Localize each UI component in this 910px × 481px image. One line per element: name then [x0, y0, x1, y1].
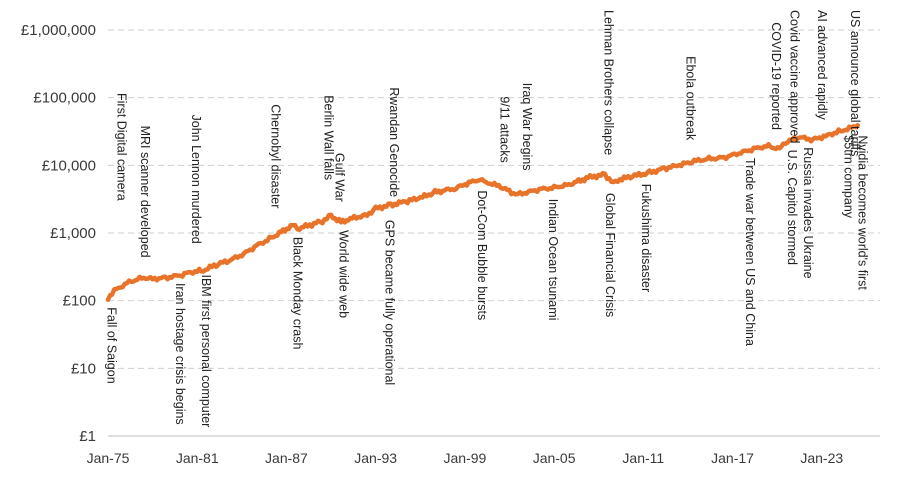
annotation-label: Dot-Com Bubble bursts — [475, 190, 489, 320]
annotation-label: Gulf War — [333, 153, 347, 202]
y-tick-label: £1,000,000 — [21, 22, 96, 39]
x-tick-label: Jan-23 — [800, 450, 843, 466]
annotation: John Lennon murdered — [189, 114, 203, 243]
annotation: MRI scanner developed — [138, 126, 152, 258]
annotation: Covid vaccine approved — [787, 10, 801, 143]
gridlines — [108, 29, 880, 437]
x-tick-label: Jan-81 — [176, 450, 219, 466]
x-tick-label: Jan-93 — [354, 450, 397, 466]
y-tick-label: £10 — [71, 360, 96, 377]
annotation-label: Russia invades Ukraine — [801, 147, 815, 278]
annotation-label: Covid vaccine approved — [787, 10, 801, 143]
annotation: GPS became fully operational — [382, 220, 396, 385]
annotation: Lehman Brothers collapse — [602, 10, 616, 155]
annotation-label: COVID-19 reported — [769, 22, 783, 130]
series-line — [105, 123, 860, 302]
annotation: Trade war between US and China — [743, 158, 757, 346]
x-tick-label: Jan-99 — [443, 450, 486, 466]
annotation-label: IBM first personal computer — [199, 274, 213, 427]
annotation: Berlin Wall falls — [322, 95, 336, 180]
annotation-label: Trade war between US and China — [743, 158, 757, 346]
x-tick-label: Jan-87 — [265, 450, 308, 466]
annotation-label: US announce global tariffs — [848, 10, 862, 156]
x-tick-label: Jan-17 — [711, 450, 754, 466]
annotation-label: First Digital camera — [115, 93, 129, 201]
y-tick-label: £100,000 — [33, 90, 96, 107]
annotation-label: 9/11 attacks — [498, 96, 512, 162]
annotation: US announce global tariffs — [848, 10, 862, 156]
y-tick-label: £10,000 — [42, 157, 96, 174]
annotation: Fukushima disaster — [639, 184, 653, 292]
annotation-label: John Lennon murdered — [189, 114, 203, 243]
annotation: Gulf War — [333, 153, 347, 202]
annotation-label: Rwandan Genocide — [387, 87, 401, 197]
annotation: Russia invades Ukraine — [801, 147, 815, 278]
annotation: Chernobyl disaster — [268, 104, 282, 208]
annotation-label: Iraq War begins — [520, 83, 534, 171]
annotation-label: Berlin Wall falls — [322, 95, 336, 180]
annotation-label: Indian Ocean tsunami — [546, 199, 560, 321]
annotation: Dot-Com Bubble bursts — [475, 190, 489, 320]
annotation: IBM first personal computer — [199, 274, 213, 427]
annotation: Iran hostage crisis begins — [173, 283, 187, 425]
annotation-label: World wide web — [336, 230, 350, 318]
annotation-label: GPS became fully operational — [382, 220, 396, 385]
annotation-label: Nvidia becomes world's first$5trn compan… — [842, 135, 870, 290]
event-annotations: Fall of Saigon First Digital camera MRI sc… — [105, 10, 870, 427]
annotation: AI advanced rapidly — [815, 10, 829, 121]
annotation-label: Chernobyl disaster — [268, 104, 282, 208]
y-axis-ticks: £1 £10 £100 £1,000 £10,000 £100,000 £1,000,000 — [21, 22, 96, 445]
annotation-label: AI advanced rapidly — [815, 10, 829, 121]
annotation-label: Fukushima disaster — [639, 184, 653, 292]
annotation-label: Iran hostage crisis begins — [173, 283, 187, 425]
annotation: U.S. Capitol stormed — [785, 150, 799, 265]
annotation-label: Global Financial Crisis — [603, 193, 617, 317]
annotation: World wide web — [336, 230, 350, 318]
x-tick-label: Jan-05 — [533, 450, 576, 466]
y-tick-label: £100 — [63, 293, 96, 310]
annotation: First Digital camera — [115, 93, 129, 201]
annotation: Fall of Saigon — [105, 307, 119, 383]
annotation: Global Financial Crisis — [603, 193, 617, 317]
x-axis-ticks: Jan-75 Jan-81 Jan-87 Jan-93 Jan-99 Jan-05 Jan-… — [87, 450, 844, 466]
annotation-label: U.S. Capitol stormed — [785, 150, 799, 265]
annotation: Black Monday crash — [291, 237, 305, 350]
y-tick-label: £1 — [79, 428, 96, 445]
annotation-label: MRI scanner developed — [138, 126, 152, 258]
annotation-label: Fall of Saigon — [105, 307, 119, 383]
annotation-label: Lehman Brothers collapse — [602, 10, 616, 155]
annotation: Rwandan Genocide — [387, 87, 401, 197]
annotation: Indian Ocean tsunami — [546, 199, 560, 321]
annotation-label: Ebola outbreak — [683, 56, 697, 141]
annotation: Iraq War begins — [520, 83, 534, 171]
y-tick-label: £1,000 — [50, 225, 96, 242]
annotation: COVID-19 reported — [769, 22, 783, 130]
annotation: 9/11 attacks — [498, 96, 512, 162]
x-tick-label: Jan-11 — [622, 450, 664, 466]
x-tick-label: Jan-75 — [87, 450, 130, 466]
annotation: Nvidia becomes world's first$5trn compan… — [842, 135, 870, 290]
annotation: Ebola outbreak — [683, 56, 697, 141]
annotation-label: Black Monday crash — [291, 237, 305, 350]
